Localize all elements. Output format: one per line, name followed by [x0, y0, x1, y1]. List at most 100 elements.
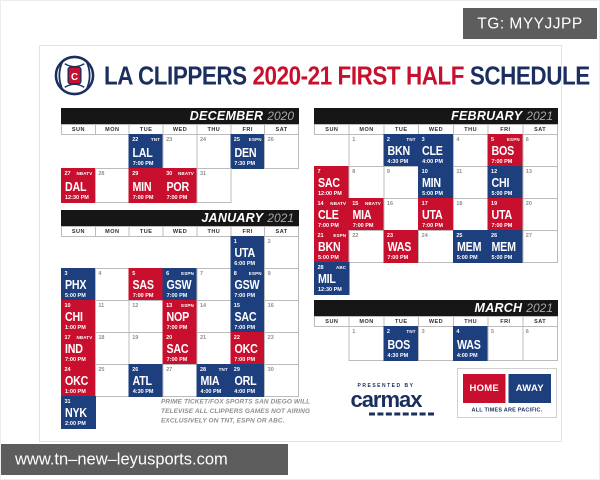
date-number: 26 — [267, 136, 274, 143]
date-number: 27 — [64, 170, 71, 177]
date-number: 2 — [267, 238, 271, 245]
empty-cell — [230, 168, 265, 203]
opponent-abbr: PHX — [65, 277, 87, 292]
date-number: 4 — [456, 328, 460, 335]
opponent-abbr: MEM — [491, 239, 516, 254]
empty-cell — [383, 262, 419, 295]
month-year: 2021 — [267, 211, 294, 226]
carmax-logo: carmax — [350, 387, 422, 412]
date-cell: 24 — [196, 134, 232, 169]
date-number: 23 — [267, 334, 274, 341]
empty-cell — [314, 326, 350, 361]
weekday-header-row: SUN MON TUE WED THU FRI SAT — [61, 226, 300, 237]
date-cell: 22 — [348, 230, 385, 263]
opponent-abbr: BOS — [491, 143, 515, 158]
broadcast-label: ESPN — [333, 233, 347, 238]
opponent-abbr: MEM — [456, 239, 482, 254]
game-time: 4:00 PM — [200, 388, 222, 395]
calendar-february: FEBRUARY 2021 SUN MON TUE WED THU FRI SAT 1 2 TNT BK… — [314, 108, 558, 295]
date-number: 15 — [233, 302, 240, 309]
game-cell-sac: 7 SAC 12:00 PM — [314, 166, 350, 199]
game-cell-was: 4 WAS 4:00 PM — [452, 326, 489, 361]
game-time: 2:00 PM — [65, 420, 86, 427]
week-row: 27 NBATV DAL 12:30 PM 28 29 MIN 7:00 PM 30 NBATV P… — [61, 168, 299, 203]
opponent-abbr: ATL — [132, 373, 153, 388]
week-row: 22 TNT LAL 7:00 PM 23 24 25 ESPN DEN 7:30 PM 26 — [61, 134, 300, 169]
game-cell-chi: 12 CHI 5:00 PM — [487, 166, 524, 199]
date-number: 25 — [456, 232, 463, 239]
date-cell: 11 — [452, 166, 489, 199]
date-number: 21 — [317, 232, 324, 239]
game-cell-was: 23 WAS 7:00 PM — [383, 230, 420, 263]
week-row: 3 PHX 5:00 PM 4 5 SAS 7:00 PM 6 ESPN GSW 7:00 PM 7 8… — [61, 268, 300, 301]
date-number: 30 — [166, 170, 173, 177]
month-year: 2021 — [526, 301, 553, 316]
game-time: 5:00 PM — [422, 190, 443, 197]
broadcast-note: PRIME TICKET/FOX SPORTS SAN DIEGO WILL T… — [161, 397, 311, 424]
date-cell: 27 — [522, 230, 558, 263]
opponent-abbr: MIN — [132, 179, 152, 194]
week-row: 24 OKC 1:00 PM 25 26 ATL 4:30 PM 27 28 TNT MIA 4:00… — [61, 364, 300, 397]
opponent-abbr: MIN — [422, 175, 442, 190]
date-number: 31 — [64, 398, 71, 405]
date-number: 5 — [491, 136, 495, 143]
empty-cell — [95, 396, 130, 429]
empty-cell — [488, 262, 524, 295]
date-number: 10 — [421, 168, 428, 175]
opponent-abbr: CLE — [422, 143, 443, 158]
date-number: 29 — [132, 170, 139, 177]
week-row: 10 CHI 1:00 PM 11 12 13 ESPN NOP 7:00 PM 14 15 SAC 7… — [61, 300, 300, 333]
game-cell-sac: 15 SAC 7:00 PM — [230, 300, 266, 333]
broadcast-label: NBATV — [76, 171, 93, 176]
game-time: 5:00 PM — [491, 254, 513, 261]
date-number: 6 — [525, 136, 529, 143]
month-name: FEBRUARY — [451, 109, 523, 123]
opponent-abbr: BOS — [387, 337, 410, 352]
broadcast-label: NBATV — [76, 335, 93, 340]
date-cell: 27 — [162, 364, 198, 397]
broadcast-label: TNT — [150, 137, 161, 142]
game-time: 12:00 PM — [318, 190, 342, 197]
game-cell-min: 10 MIN 5:00 PM — [418, 166, 454, 199]
broadcast-label: ESPN — [248, 137, 262, 142]
week-row: 28 ABC MIL 12:30 PM — [314, 262, 558, 295]
game-cell-nop: 13 ESPN NOP 7:00 PM — [162, 300, 198, 333]
game-time: 7:00 PM — [352, 222, 374, 229]
opponent-abbr: UTA — [422, 207, 443, 222]
game-cell-bos: 2 TNT BOS 4:30 PM — [383, 326, 420, 361]
opponent-abbr: BKN — [387, 143, 410, 158]
opponent-abbr: SAC — [318, 175, 340, 190]
game-time: 7:00 PM — [422, 222, 443, 229]
game-cell-atl: 26 ATL 4:30 PM — [128, 364, 164, 397]
month-year: 2020 — [267, 109, 294, 124]
game-cell-min: 29 MIN 7:00 PM — [128, 168, 164, 203]
date-number: 14 — [199, 302, 207, 309]
date-cell: 23 — [264, 332, 300, 365]
title-team: LA CLIPPERS — [104, 61, 253, 90]
month-title-bar: JANUARY 2021 — [61, 210, 299, 226]
game-time: 5:00 PM — [456, 254, 478, 261]
date-number: 10 — [64, 302, 71, 309]
empty-cell — [349, 262, 385, 295]
date-number: 28 — [199, 366, 207, 373]
date-number: 22 — [233, 334, 240, 341]
date-number: 15 — [352, 200, 359, 207]
date-number: 1 — [233, 238, 237, 245]
opponent-abbr: DEN — [234, 145, 257, 160]
game-time: 7:00 PM — [132, 194, 154, 201]
date-number: 18 — [456, 200, 463, 207]
game-cell-orl: 29 ORL 4:00 PM — [230, 364, 266, 397]
date-cell: 23 — [162, 134, 198, 169]
game-cell-ind: 17 NBATV IND 7:00 PM — [61, 332, 96, 365]
date-number: 1 — [352, 328, 356, 335]
game-time: 4:30 PM — [387, 158, 409, 165]
opponent-abbr: SAC — [166, 341, 189, 356]
date-number: 21 — [199, 334, 207, 341]
date-number: 27 — [525, 232, 532, 239]
game-time: 7:00 PM — [234, 292, 256, 299]
date-cell: 19 — [128, 332, 164, 365]
empty-cell — [522, 262, 558, 295]
calendar-january: JANUARY 2021 SUN MON TUE WED THU FRI SAT 1 UTA 6:00… — [61, 210, 300, 429]
date-cell: 12 — [128, 300, 164, 333]
